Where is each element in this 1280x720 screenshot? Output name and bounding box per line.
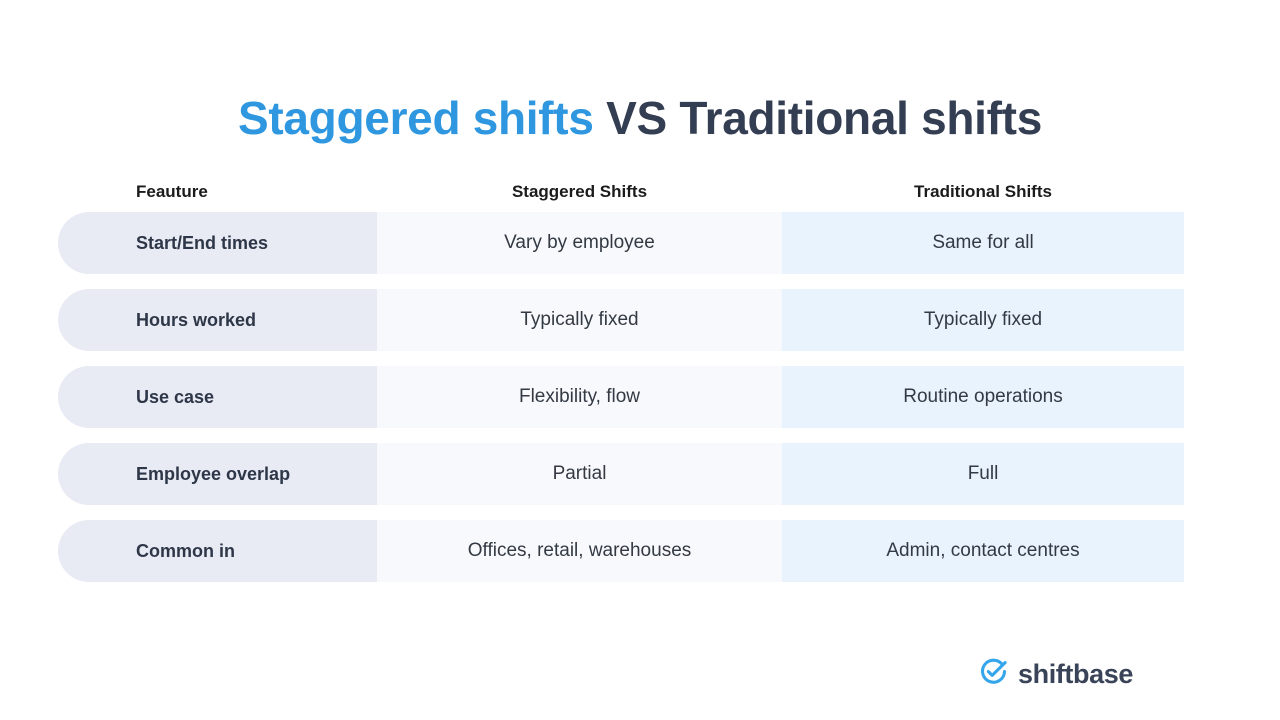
column-header-staggered-shifts: Staggered Shifts xyxy=(511,182,648,201)
row-feature-label: Start/End times xyxy=(58,212,377,274)
row-staggered-value: Partial xyxy=(377,443,782,505)
row-staggered-value: Typically fixed xyxy=(377,289,782,351)
table-row: Use case Flexibility, flow Routine opera… xyxy=(58,366,1184,428)
row-feature-label: Employee overlap xyxy=(58,443,377,505)
row-feature-label: Use case xyxy=(58,366,377,428)
row-staggered-value: Offices, retail, warehouses xyxy=(377,520,782,582)
row-traditional-value: Full xyxy=(782,443,1184,505)
column-header-traditional-shifts: Traditional Shifts xyxy=(914,182,1052,201)
row-traditional-value: Admin, contact centres xyxy=(782,520,1184,582)
table-row: Start/End times Vary by employee Same fo… xyxy=(58,212,1184,274)
comparison-table: Feauture Staggered Shifts Traditional Sh… xyxy=(58,172,1184,582)
column-header-feature: Feauture xyxy=(136,182,208,201)
circle-check-icon xyxy=(978,656,1009,692)
row-feature-label: Common in xyxy=(58,520,377,582)
table-row: Hours worked Typically fixed Typically f… xyxy=(58,289,1184,351)
row-traditional-value: Routine operations xyxy=(782,366,1184,428)
table-row: Employee overlap Partial Full xyxy=(58,443,1184,505)
row-traditional-value: Same for all xyxy=(782,212,1184,274)
page-title-plain: VS Traditional shifts xyxy=(593,91,1042,144)
row-feature-label: Hours worked xyxy=(58,289,377,351)
page-title-accent: Staggered shifts xyxy=(238,91,594,144)
row-staggered-value: Flexibility, flow xyxy=(377,366,782,428)
row-staggered-value: Vary by employee xyxy=(377,212,782,274)
table-header-row: Feauture Staggered Shifts Traditional Sh… xyxy=(58,172,1184,212)
table-row: Common in Offices, retail, warehouses Ad… xyxy=(58,520,1184,582)
brand-logo: shiftbase xyxy=(978,656,1133,692)
page-title: Staggered shifts VS Traditional shifts xyxy=(0,89,1280,147)
brand-wordmark: shiftbase xyxy=(1018,658,1133,689)
row-traditional-value: Typically fixed xyxy=(782,289,1184,351)
